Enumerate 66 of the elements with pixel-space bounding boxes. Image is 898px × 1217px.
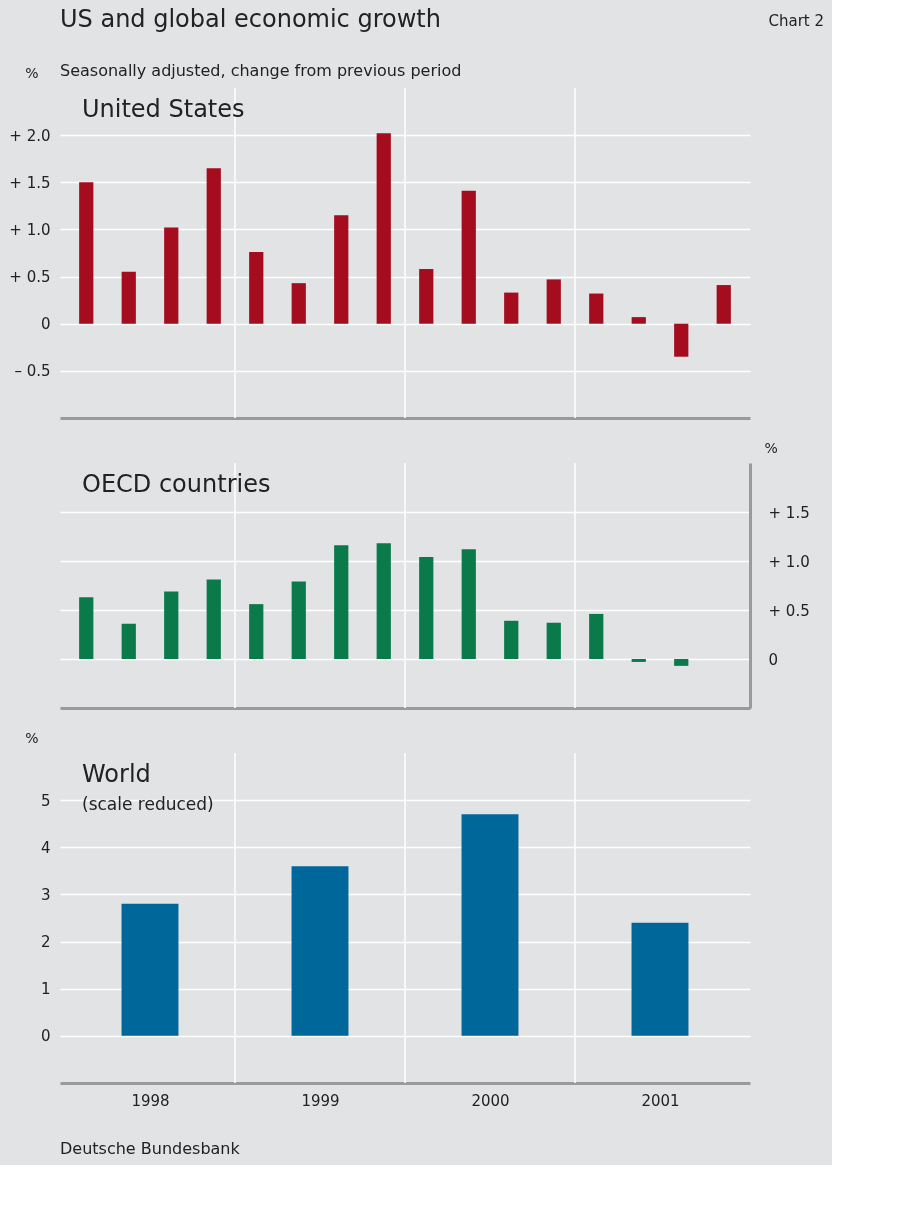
bar [461,549,476,659]
bar [206,579,221,659]
y-tick-label: 2 [40,933,51,952]
bar [206,168,221,324]
x-tick-label: 2001 [641,1091,680,1110]
caption: Chart 2 [768,12,824,30]
y-axis-title: % [25,729,39,746]
text: Seasonally adjusted, change from previous period [60,61,462,80]
bar [674,323,689,357]
text: US and global economic growth [60,5,441,33]
bar [419,269,434,324]
y-tick-label: 4 [40,838,51,857]
bar [461,190,476,324]
y-tick-label: 0 [40,315,51,334]
bar [631,922,689,1036]
y2-tick-label: + 0.5 [768,601,810,620]
y2-tick-label: + 1.5 [768,503,810,522]
chart-title: United States [82,95,245,123]
bar [546,279,561,324]
y-tick-label: + 1.0 [9,220,51,239]
bar [376,133,391,324]
bar [504,620,519,659]
text: (scale reduced) [82,794,214,814]
bar [291,283,306,324]
x-tick-label: 2000 [471,1091,510,1110]
bar [631,317,646,324]
x-tick-label: 1998 [131,1091,170,1110]
text: Deutsche Bundesbank [60,1139,241,1158]
bar [121,623,136,659]
bar [291,581,306,659]
y-tick-label: + 2.0 [9,126,51,145]
bar [589,613,604,659]
bar [461,814,519,1036]
bar [79,182,94,324]
y-tick-label: 0 [40,1027,51,1046]
bar [589,293,604,324]
bar [546,622,561,659]
x-tick-label: 1999 [301,1091,340,1110]
bar [164,227,179,324]
bar [121,903,179,1036]
bar [334,215,349,324]
y-tick-label: 5 [40,791,51,810]
y-axis-title: % [25,64,39,81]
bar [631,659,646,662]
y2-tick-label: 0 [768,650,779,669]
bar [716,285,731,324]
bar [291,866,349,1036]
bar [164,591,179,659]
bar [79,597,94,659]
bar [674,659,689,666]
chart-title: OECD countries [82,470,271,498]
y2-tick-label: + 1.0 [768,552,810,571]
bar [504,292,519,324]
y-tick-label: 1 [40,980,51,999]
bar [121,271,136,324]
bar [249,252,264,324]
y-tick-label: 3 [40,885,51,904]
y-tick-label: + 1.5 [9,173,51,192]
y2-axis-title: % [764,439,778,456]
y-tick-label: + 0.5 [9,268,51,287]
bar [249,604,264,659]
bar [419,557,434,659]
chart-title: World [82,760,151,788]
bar [334,545,349,659]
y-tick-label: – 0.5 [14,362,51,381]
bar [376,543,391,659]
